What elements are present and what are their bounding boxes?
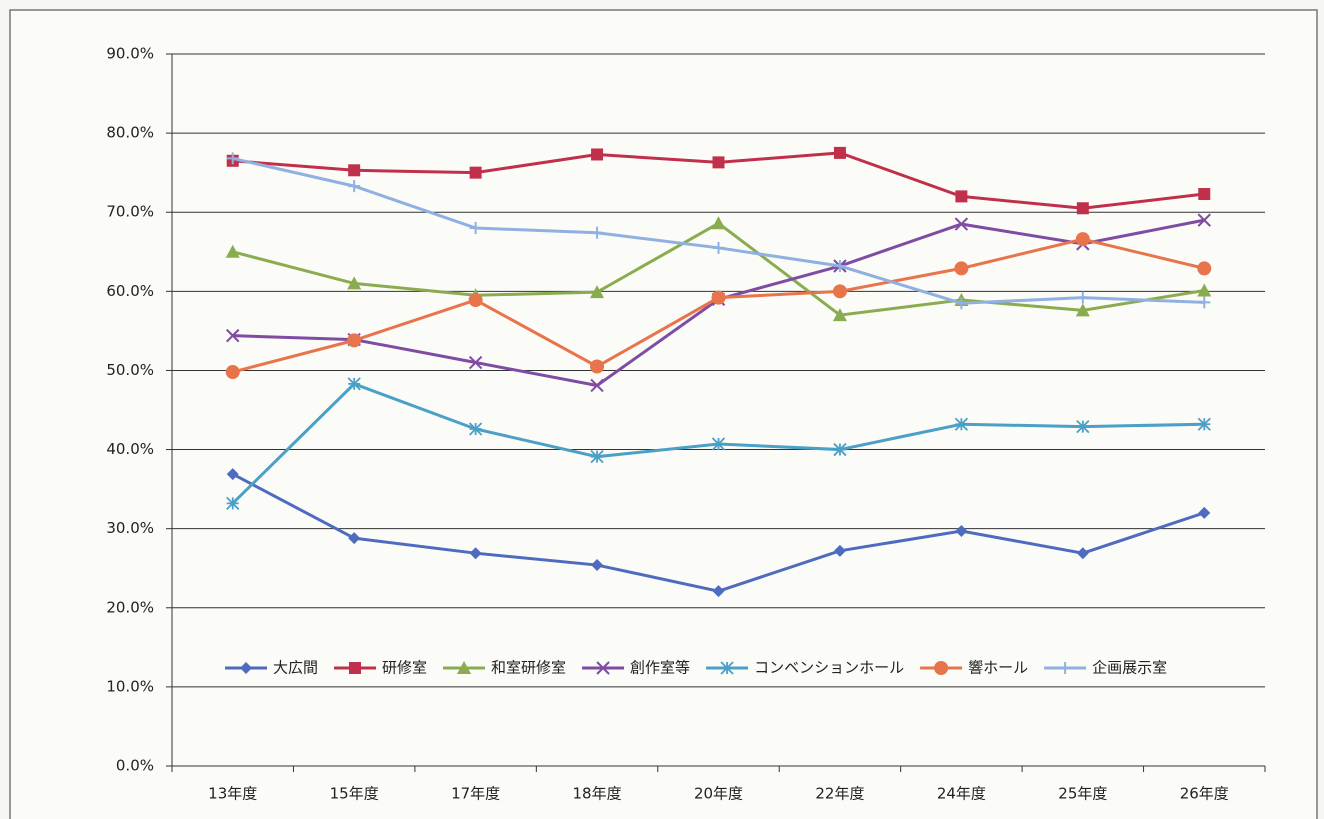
- marker: [468, 293, 483, 308]
- marker: [226, 328, 240, 343]
- marker: [347, 276, 362, 290]
- marker: [1076, 419, 1090, 434]
- legend-label: 和室研修室: [491, 659, 566, 677]
- marker: [591, 559, 604, 572]
- marker: [955, 525, 968, 538]
- marker: [468, 422, 483, 436]
- marker: [1075, 232, 1090, 247]
- marker: [240, 662, 252, 674]
- marker: [954, 261, 969, 276]
- marker: [711, 290, 726, 305]
- marker: [591, 226, 604, 239]
- marker: [833, 442, 847, 457]
- marker: [348, 532, 361, 545]
- marker: [226, 152, 239, 165]
- marker: [1059, 662, 1072, 674]
- x-tick-label: 22年度: [815, 785, 864, 803]
- x-tick-label: 20年度: [694, 785, 743, 803]
- y-tick-label: 0.0%: [116, 757, 154, 775]
- x-tick-label: 25年度: [1058, 785, 1107, 803]
- marker: [954, 417, 969, 431]
- marker: [1197, 283, 1212, 297]
- y-tick-label: 40.0%: [106, 440, 154, 458]
- y-tick-label: 50.0%: [106, 361, 154, 379]
- y-tick-label: 60.0%: [106, 282, 154, 300]
- marker: [832, 284, 847, 299]
- marker: [457, 661, 472, 674]
- marker: [348, 180, 361, 193]
- marker: [468, 355, 483, 370]
- marker: [590, 359, 605, 374]
- legend-label: 研修室: [382, 659, 427, 677]
- x-tick-label: 18年度: [573, 785, 622, 803]
- y-tick-label: 90.0%: [106, 45, 154, 63]
- marker: [348, 164, 361, 177]
- marker: [1198, 296, 1211, 309]
- x-tick-label: 13年度: [208, 785, 257, 803]
- marker: [1197, 213, 1211, 227]
- marker: [1197, 417, 1211, 431]
- marker: [1075, 303, 1090, 317]
- marker: [225, 244, 240, 258]
- marker: [469, 222, 482, 235]
- y-tick-label: 20.0%: [106, 598, 154, 616]
- marker: [955, 297, 968, 310]
- marker: [226, 496, 240, 510]
- y-tick-label: 10.0%: [106, 677, 154, 695]
- marker: [955, 190, 968, 203]
- marker: [596, 661, 610, 675]
- marker: [711, 437, 726, 451]
- x-tick-label: 17年度: [451, 785, 500, 803]
- marker: [1198, 506, 1211, 519]
- marker: [954, 217, 969, 231]
- marker: [712, 585, 725, 598]
- marker: [1076, 291, 1089, 304]
- marker: [833, 146, 846, 159]
- marker: [469, 166, 482, 179]
- marker: [934, 661, 949, 675]
- marker: [347, 333, 362, 348]
- y-tick-label: 70.0%: [106, 203, 154, 221]
- marker: [711, 216, 726, 230]
- marker: [1197, 261, 1212, 276]
- marker: [469, 547, 482, 560]
- legend-label: 企画展示室: [1092, 659, 1167, 677]
- marker: [590, 450, 604, 464]
- marker: [1076, 202, 1089, 215]
- marker: [1198, 188, 1211, 201]
- x-tick-label: 24年度: [937, 785, 986, 803]
- marker: [1076, 547, 1089, 560]
- chart-frame: [9, 9, 1318, 819]
- legend-label: コンベンションホール: [754, 659, 904, 677]
- marker: [349, 662, 362, 674]
- marker: [225, 365, 240, 380]
- marker: [590, 378, 604, 393]
- x-tick-label: 26年度: [1180, 785, 1229, 803]
- marker: [712, 156, 725, 169]
- marker: [591, 148, 604, 161]
- marker: [833, 260, 846, 273]
- marker: [832, 308, 847, 322]
- marker: [720, 661, 734, 675]
- legend-label: 大広間: [273, 659, 318, 677]
- marker: [712, 241, 725, 254]
- y-tick-label: 30.0%: [106, 519, 154, 537]
- marker: [590, 285, 605, 299]
- legend-label: 響ホール: [968, 659, 1028, 677]
- y-tick-label: 80.0%: [106, 124, 154, 142]
- marker: [347, 377, 361, 391]
- marker: [226, 468, 239, 481]
- marker: [833, 544, 846, 557]
- legend-label: 創作室等: [630, 659, 690, 677]
- x-tick-label: 15年度: [330, 785, 379, 803]
